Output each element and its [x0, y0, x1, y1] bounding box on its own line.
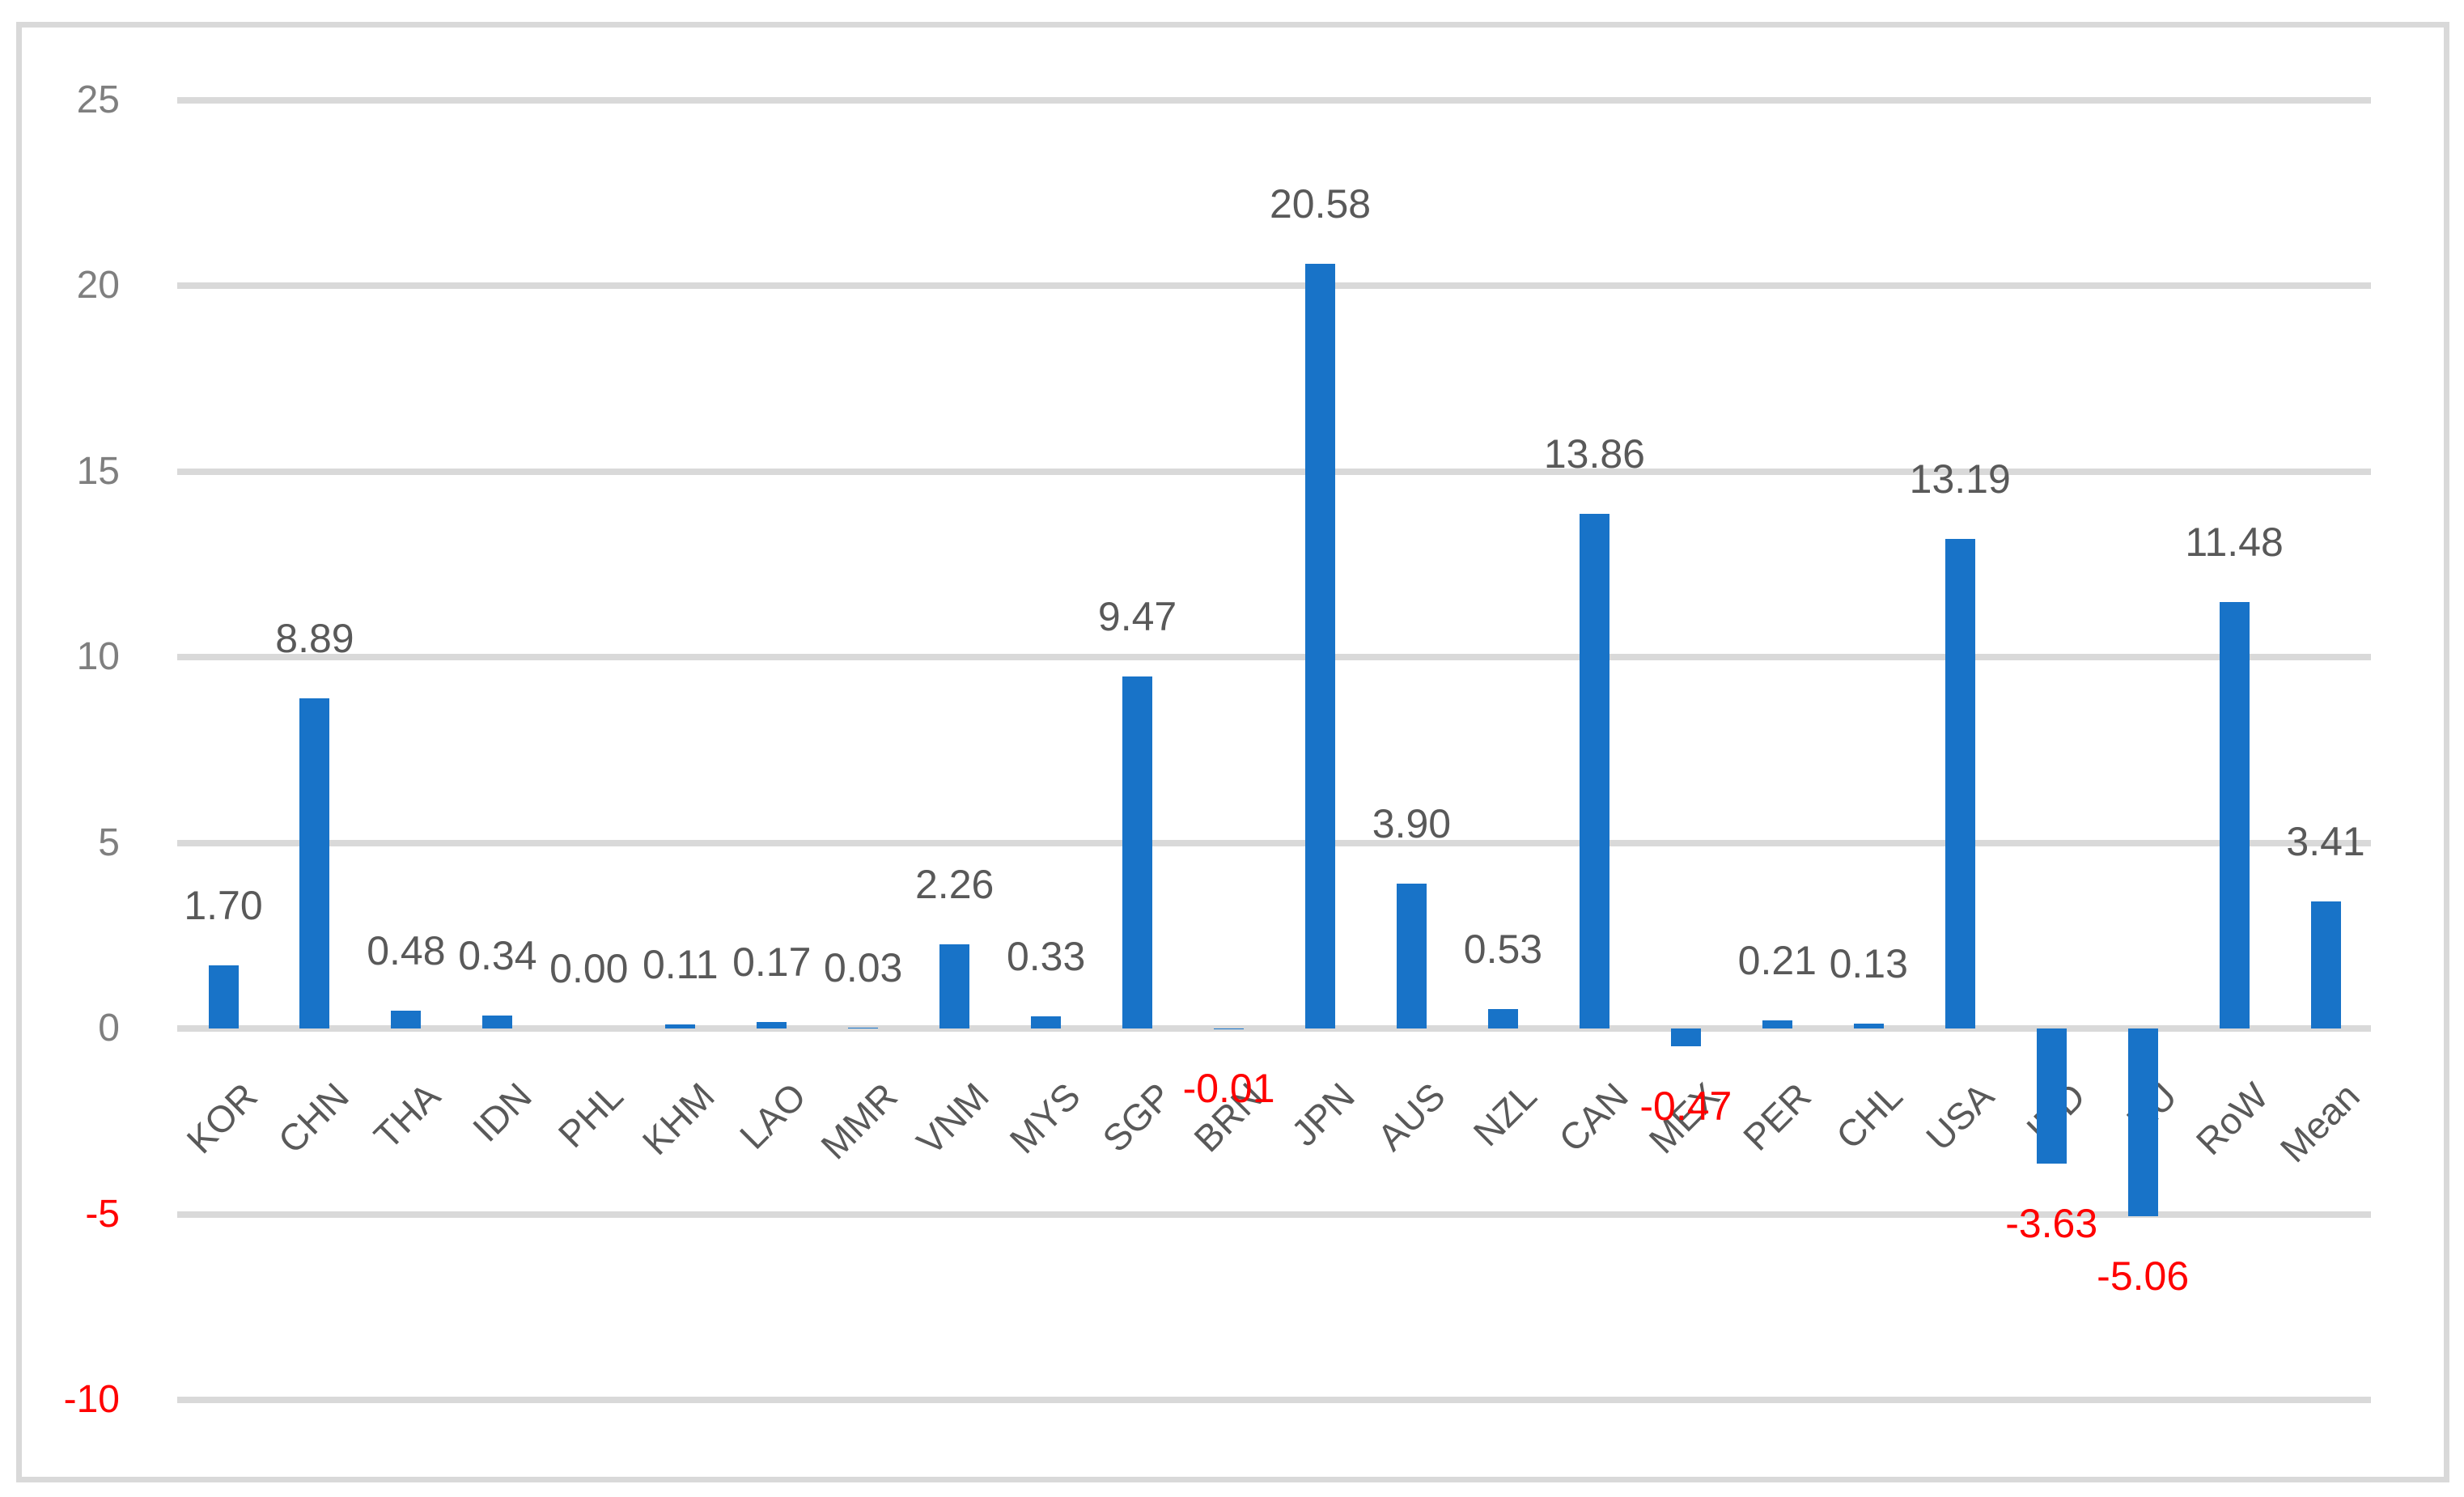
bar	[208, 965, 239, 1028]
bar	[2127, 1028, 2158, 1217]
gridline	[177, 1025, 2371, 1032]
gridline	[177, 282, 2371, 289]
bar	[299, 698, 330, 1028]
bar-data-label: 2.26	[915, 862, 995, 908]
y-axis-tick-label: 25	[76, 78, 120, 121]
bar-data-label: 0.33	[1006, 933, 1086, 979]
gridline	[177, 96, 2371, 104]
bar	[2310, 901, 2341, 1028]
bar	[2219, 602, 2250, 1028]
bar	[1762, 1020, 1792, 1028]
gridline	[177, 654, 2371, 660]
bar-data-label: 0.13	[1829, 941, 1908, 987]
y-axis-tick-label: -5	[85, 1192, 120, 1236]
bar	[391, 1010, 422, 1028]
bar	[1305, 264, 1336, 1028]
bar-data-label: 8.89	[275, 615, 354, 661]
gridline	[177, 839, 2371, 846]
bar	[1670, 1028, 1701, 1046]
bar	[2036, 1028, 2067, 1164]
bar-data-label: 0.00	[549, 946, 629, 991]
y-axis-tick-label: 0	[98, 1007, 120, 1050]
bar-data-label: -0.47	[1639, 1083, 1732, 1129]
bar	[482, 1016, 513, 1028]
bar-data-label: 9.47	[1097, 594, 1177, 640]
bar	[939, 944, 970, 1028]
y-axis-tick-label: 5	[98, 821, 120, 864]
bar	[1944, 538, 1975, 1028]
bar-data-label: 0.34	[458, 933, 537, 979]
bar	[1579, 513, 1609, 1028]
y-axis-tick-label: 15	[76, 449, 120, 493]
bar	[1487, 1008, 1518, 1028]
y-axis-tick-label: 20	[76, 264, 120, 307]
bar-data-label: 3.90	[1372, 800, 1452, 846]
bar-data-label: -0.01	[1182, 1066, 1275, 1112]
bar-data-label: 0.11	[642, 941, 719, 987]
bar	[1031, 1016, 1062, 1028]
gridline	[177, 1397, 2371, 1403]
bar-data-label: 0.03	[824, 944, 903, 990]
bar-data-label: 11.48	[2185, 519, 2284, 566]
gridline	[177, 468, 2371, 475]
bar-data-label: 13.19	[1909, 456, 2011, 502]
bar	[665, 1024, 696, 1028]
bar	[1396, 883, 1427, 1028]
bar-data-label: 1.70	[184, 882, 263, 928]
bar-data-label: 20.58	[1269, 181, 1372, 227]
y-axis-tick-label: -10	[63, 1378, 120, 1421]
bar-data-label: 13.86	[1543, 430, 1645, 477]
gridline	[177, 1211, 2371, 1218]
bar	[1853, 1024, 1884, 1028]
bar-data-label: 0.53	[1463, 926, 1543, 972]
bar	[1122, 676, 1153, 1028]
chart-frame	[16, 22, 2449, 1482]
bar-data-label: 3.41	[2286, 819, 2365, 865]
bar-data-label: 0.21	[1737, 938, 1817, 984]
bar	[757, 1022, 787, 1028]
y-axis-tick-label: 10	[76, 635, 120, 678]
bar-data-label: -5.06	[2097, 1253, 2190, 1300]
bar-data-label: 0.48	[367, 927, 446, 973]
bar-data-label: 0.17	[732, 939, 812, 986]
bar-data-label: -3.63	[2005, 1200, 2098, 1246]
